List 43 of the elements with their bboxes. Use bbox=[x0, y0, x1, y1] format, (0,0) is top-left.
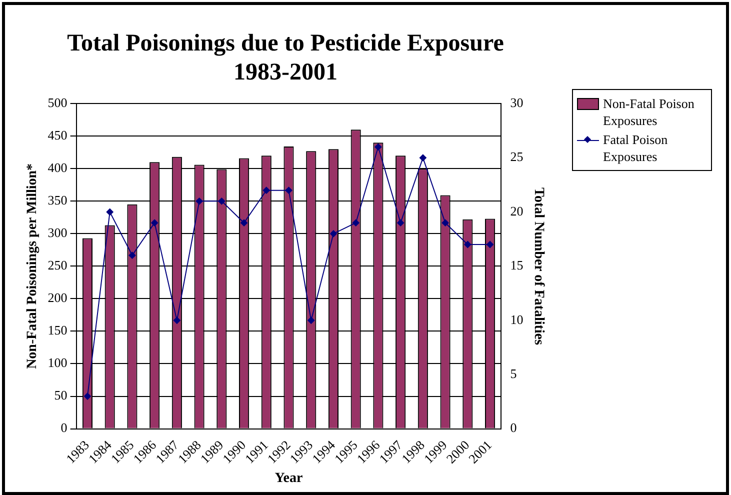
y2-tick-label: 5 bbox=[510, 366, 517, 382]
y2-tick-label: 10 bbox=[510, 312, 524, 327]
point bbox=[308, 316, 315, 324]
point bbox=[330, 230, 337, 238]
point bbox=[173, 316, 180, 324]
y-tick-label: 100 bbox=[48, 355, 68, 370]
y2-tick-label: 20 bbox=[510, 203, 524, 218]
point bbox=[419, 154, 426, 162]
y2-tick-label: 15 bbox=[510, 258, 524, 273]
point bbox=[196, 198, 203, 205]
point bbox=[128, 252, 136, 259]
y-tick-label: 500 bbox=[48, 95, 68, 110]
y-tick-label: 150 bbox=[48, 322, 68, 338]
y2-tick-label: 30 bbox=[510, 95, 524, 110]
y-axis-title: Non-Fatal Poisonings per Million* bbox=[25, 163, 40, 369]
y-tick-label: 300 bbox=[48, 225, 68, 240]
point bbox=[151, 219, 158, 226]
point bbox=[106, 208, 114, 216]
point bbox=[464, 241, 472, 248]
point bbox=[486, 241, 494, 248]
point bbox=[240, 219, 248, 226]
y-tick-label: 50 bbox=[54, 388, 68, 403]
y2-axis-title: Total Number of Fatalities bbox=[530, 187, 546, 346]
y-tick-label: 450 bbox=[48, 128, 68, 143]
point bbox=[218, 198, 226, 205]
point bbox=[262, 186, 270, 194]
y-tick-label: 400 bbox=[48, 160, 68, 176]
point bbox=[285, 186, 292, 194]
y-tick-label: 350 bbox=[48, 192, 68, 208]
point bbox=[352, 219, 360, 226]
chart-title: Total Poisonings due to Pesticide Exposure 1983-2001 bbox=[67, 30, 504, 86]
y-tick-label: 200 bbox=[48, 290, 68, 306]
point bbox=[397, 219, 404, 226]
y2-tick-label: 0 bbox=[510, 420, 517, 436]
point bbox=[442, 219, 449, 226]
y-tick-label: 250 bbox=[48, 258, 68, 273]
point bbox=[374, 143, 382, 150]
point bbox=[84, 392, 91, 400]
legend-label: Non-Fatal Poison Exposures bbox=[603, 95, 696, 129]
legend-label: Fatal Poison Exposures bbox=[603, 131, 669, 165]
y2-tick-label: 25 bbox=[510, 149, 524, 164]
y-tick-label: 0 bbox=[60, 420, 68, 436]
x-axis-title: Year bbox=[274, 471, 303, 486]
